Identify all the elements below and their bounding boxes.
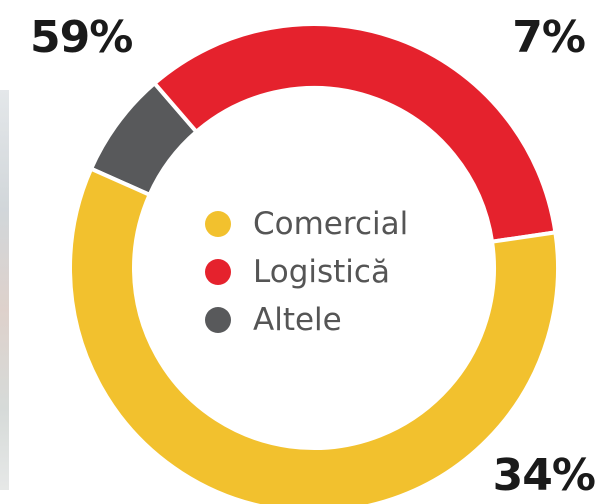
legend: Comercial Logistică Altele (205, 200, 408, 344)
legend-dot-altele (205, 307, 231, 333)
legend-item-logistica: Logistică (205, 248, 408, 296)
legend-label-logistica: Logistică (253, 254, 390, 290)
legend-item-altele: Altele (205, 296, 408, 344)
value-label-logistica: 34% (492, 450, 596, 501)
legend-dot-logistica (205, 259, 231, 285)
value-label-comercial: 59% (30, 12, 133, 63)
donut-slice-comercial (68, 166, 560, 504)
donut-slices (68, 22, 560, 504)
donut-slice-logistic (151, 22, 558, 244)
legend-label-altele: Altele (253, 302, 342, 338)
value-label-altele: 7% (512, 12, 586, 63)
legend-item-comercial: Comercial (205, 200, 408, 248)
legend-dot-comercial (205, 211, 231, 237)
background-photo-edge (0, 90, 9, 490)
legend-label-comercial: Comercial (253, 206, 409, 242)
